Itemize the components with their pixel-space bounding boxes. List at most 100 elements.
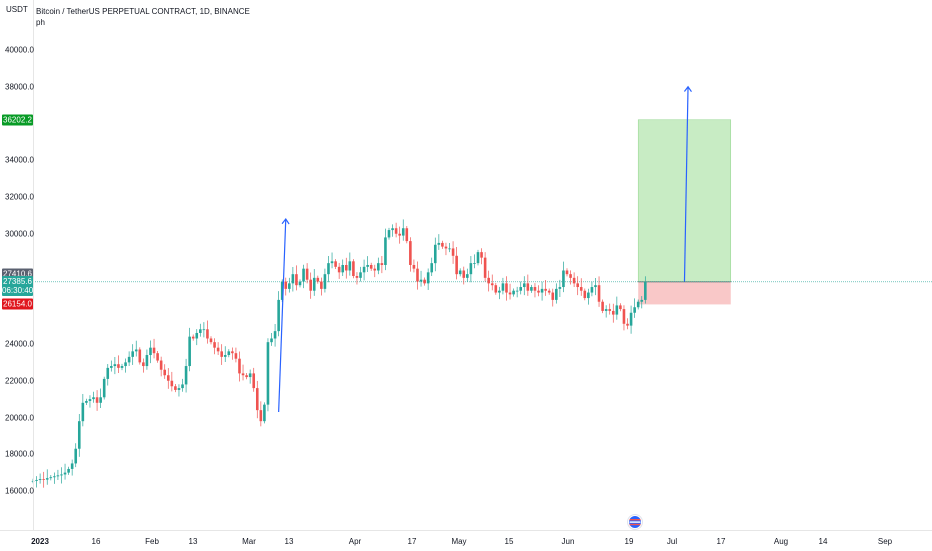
candle-body — [241, 373, 245, 376]
candle-body — [366, 264, 369, 267]
candle-body — [640, 299, 644, 302]
time-tick-label: Apr — [348, 537, 362, 546]
candle-body — [505, 283, 508, 293]
candle-body — [466, 274, 469, 278]
candle-body — [156, 353, 159, 361]
candle-body — [377, 263, 380, 271]
time-tick-label: Feb — [145, 537, 159, 546]
candle-body — [409, 241, 412, 265]
candle-body — [49, 477, 53, 479]
candle-body — [515, 290, 519, 292]
candle-body — [124, 362, 127, 367]
candle-body — [426, 272, 430, 284]
candle-body — [302, 268, 305, 282]
candle-body — [166, 375, 170, 381]
candle-body — [530, 287, 533, 291]
price-axis[interactable]: USDT 40000.0 38000.0 34000.0 32000.0 30000.0… — [0, 0, 34, 530]
time-tick-label: 2023 — [31, 537, 49, 546]
candle-body — [430, 263, 434, 273]
candle-body — [562, 270, 565, 288]
price-tick-label: 18000.0 — [5, 449, 34, 459]
candle-body — [38, 479, 42, 480]
price-tick-label: 38000.0 — [5, 82, 34, 92]
candle-body — [273, 331, 277, 339]
candle-body — [437, 242, 441, 245]
time-tick-label: 16 — [91, 537, 101, 546]
candle-body — [455, 255, 458, 275]
candle-body — [636, 301, 640, 308]
candle-body — [498, 290, 501, 293]
candle-body — [77, 421, 81, 449]
indicator-name[interactable]: ph — [36, 18, 45, 27]
candle-body — [170, 380, 174, 387]
candle-body — [81, 402, 85, 422]
candle-body — [590, 287, 594, 293]
candle-body — [369, 264, 373, 269]
candle-body — [565, 270, 569, 275]
candle-body — [35, 479, 38, 481]
price-axis-unit: USDT — [6, 5, 28, 14]
candle-body — [569, 274, 572, 278]
last-price-tag: 27410.6 — [2, 268, 33, 280]
symbol-title[interactable]: Bitcoin / TetherUS PERPETUAL CONTRACT, 1… — [36, 7, 250, 16]
candle-body — [547, 290, 551, 293]
time-tick-label: 19 — [624, 537, 634, 546]
candle-body — [469, 263, 473, 275]
candle-body — [405, 228, 409, 242]
price-chart-svg[interactable] — [0, 0, 932, 530]
candle-body — [576, 283, 579, 288]
candle-body — [220, 351, 223, 357]
candle-body — [384, 237, 387, 265]
candle-body — [394, 228, 398, 234]
candle-body — [149, 347, 152, 356]
candle-body — [70, 463, 74, 469]
price-tick-label: 20000.0 — [5, 413, 34, 422]
candle-body — [433, 244, 437, 264]
candle-body — [316, 277, 320, 282]
candle-body — [191, 336, 195, 339]
chart-legend[interactable]: Bitcoin / TetherUS PERPETUAL CONTRACT, 1… — [36, 6, 250, 28]
candle-body — [110, 366, 113, 368]
candle-body — [102, 378, 106, 398]
candle-body — [152, 347, 156, 354]
candle-body — [127, 356, 131, 363]
time-tick-label: 14 — [818, 537, 828, 546]
candle-body — [419, 279, 423, 282]
candle-body — [288, 283, 291, 289]
candle-body — [572, 277, 576, 284]
candle-body — [312, 277, 316, 291]
candle-body — [181, 384, 184, 389]
candle-body — [63, 472, 67, 475]
candle-body — [248, 373, 252, 378]
economic-events-flag-icon[interactable] — [627, 514, 643, 530]
candle-body — [56, 475, 60, 477]
candle-body — [88, 399, 92, 401]
candle-body — [615, 305, 619, 315]
candle-body — [163, 369, 167, 376]
time-tick-label: 15 — [504, 537, 514, 546]
candle-body — [601, 301, 604, 311]
candle-body — [305, 268, 309, 280]
candle-body — [53, 476, 56, 478]
time-tick-label: Jul — [666, 537, 678, 546]
candle-body — [60, 474, 63, 476]
candle-body — [633, 307, 636, 313]
candle-body — [387, 230, 391, 238]
candle-body — [611, 310, 615, 315]
candle-body — [587, 292, 590, 299]
candle-body — [85, 400, 88, 403]
candle-body — [231, 351, 234, 354]
candle-body — [252, 373, 256, 389]
time-tick-label: Jun — [561, 537, 575, 546]
candle-body — [458, 270, 462, 275]
current-price-tag: 27385.6 06:30:40 — [2, 276, 33, 297]
candle-body — [391, 228, 394, 231]
candle-body — [423, 279, 426, 284]
candle-body — [344, 264, 348, 271]
candle-body — [145, 355, 149, 367]
candle-body — [209, 338, 213, 343]
candle-body — [291, 274, 295, 284]
candle-body — [92, 397, 95, 400]
time-axis[interactable]: 2023 16 Feb 13 Mar 13 Apr 17 May 15 Jun 19 Jul 17 Aug 1… — [0, 530, 932, 551]
